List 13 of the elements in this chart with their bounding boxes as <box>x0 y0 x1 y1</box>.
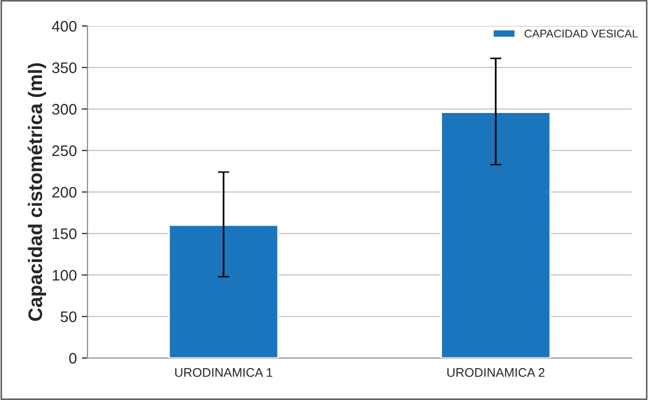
x-tick-label: URODINAMICA 1 <box>175 368 272 377</box>
legend-label: CAPACIDAD VESICAL <box>524 30 638 38</box>
y-tick-label: 0 <box>69 352 76 364</box>
y-tick-label: 300 <box>52 104 76 115</box>
y-tick-label: 50 <box>60 311 76 322</box>
y-tick-label: 200 <box>52 186 76 198</box>
y-tick-label: 250 <box>52 145 76 156</box>
y-tick-label: 400 <box>52 20 76 32</box>
x-tick-label: URODINAMICA 2 <box>447 368 544 377</box>
y-axis-title: Capacidad cistométrica (ml) <box>28 63 46 321</box>
y-tick-label: 350 <box>52 62 76 74</box>
y-tick-label: 100 <box>52 270 76 281</box>
y-tick-label: 150 <box>52 228 76 240</box>
